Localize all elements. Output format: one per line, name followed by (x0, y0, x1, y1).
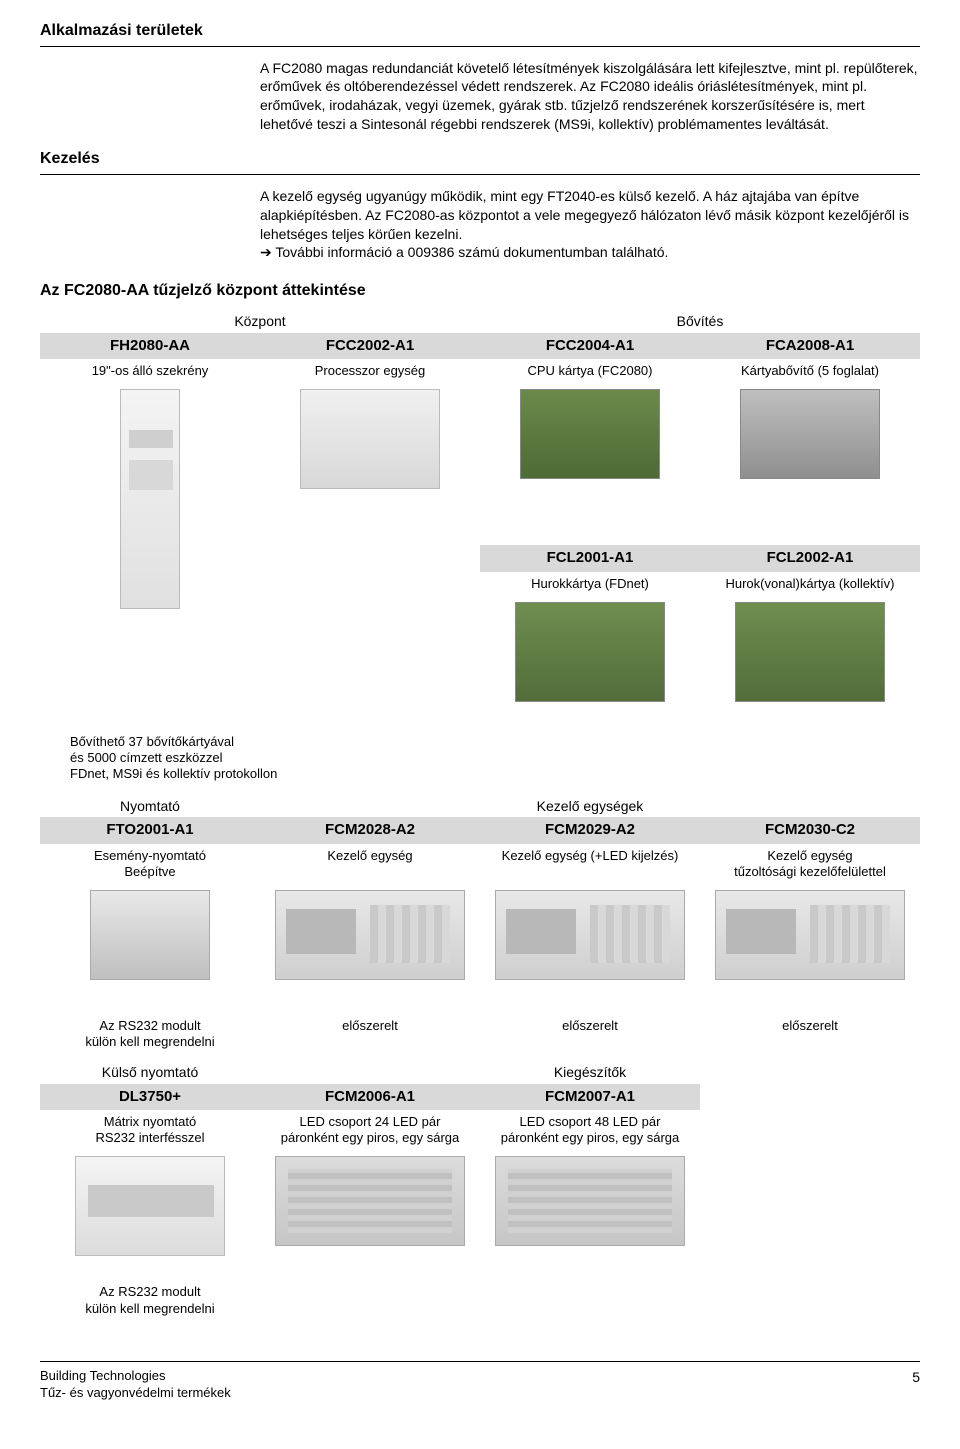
product-desc: Kezelő egység (+LED kijelzés) (480, 844, 700, 887)
blank-cell (260, 545, 480, 571)
product-note: előszerelt (260, 1016, 480, 1055)
blank-cell (480, 728, 700, 789)
product-note: előszerelt (480, 1016, 700, 1055)
card-cage-icon (740, 389, 880, 479)
divider (40, 46, 920, 47)
group-label: Központ (40, 312, 480, 333)
product-code: FCA2008-A1 (700, 333, 920, 359)
blank-cell (700, 1110, 920, 1153)
product-desc: LED csoport 24 LED pár páronként egy pir… (260, 1110, 480, 1153)
product-desc: LED csoport 48 LED pár páronként egy pir… (480, 1110, 700, 1153)
led-panel-icon (495, 1156, 685, 1246)
product-image-cell (480, 886, 700, 1016)
product-table-row3: Nyomtató Kezelő egységek FTO2001-A1 FCM2… (40, 797, 920, 1055)
overview-heading: Az FC2080-AA tűzjelző központ áttekintés… (40, 280, 920, 302)
product-table-row1: Központ Bővítés FH2080-AA FCC2002-A1 FCC… (40, 312, 920, 789)
product-image-cell (40, 886, 260, 1016)
expansion-caption: Bővíthető 37 bővítőkártyával és 5000 cím… (40, 728, 480, 789)
product-image-cell (480, 385, 700, 545)
blank-cell (700, 1282, 920, 1321)
product-desc: Hurok(vonal)kártya (kollektív) (700, 572, 920, 598)
product-desc: 19"-os álló szekrény (40, 359, 260, 385)
product-desc: Kezelő egység tűzoltósági kezelőfelülett… (700, 844, 920, 887)
product-code: FCM2029-A2 (480, 817, 700, 843)
product-code: FCL2001-A1 (480, 545, 700, 571)
product-code: FCM2006-A1 (260, 1084, 480, 1110)
pcb-icon (520, 389, 660, 479)
divider (40, 174, 920, 175)
product-desc: Hurokkártya (FDnet) (480, 572, 700, 598)
product-note: Az RS232 modult külön kell megrendelni (40, 1016, 260, 1055)
section-heading-handling: Kezelés (40, 148, 920, 170)
printer-icon (90, 890, 210, 980)
product-desc: Kezelő egység (260, 844, 480, 887)
page-number: 5 (912, 1368, 920, 1402)
matrix-printer-icon (75, 1156, 225, 1256)
group-label: Nyomtató (40, 797, 260, 818)
product-code: FH2080-AA (40, 333, 260, 359)
product-image-cell (40, 1152, 260, 1282)
product-note: Az RS232 modult külön kell megrendelni (40, 1282, 260, 1321)
product-image-cell (480, 1152, 700, 1282)
cpu-unit-icon (300, 389, 440, 489)
group-label: Külső nyomtató (40, 1063, 260, 1084)
product-code: FTO2001-A1 (40, 817, 260, 843)
cabinet-icon (120, 389, 180, 609)
product-code: FCC2004-A1 (480, 333, 700, 359)
product-desc: Esemény-nyomtató Beépítve (40, 844, 260, 887)
group-label: Kezelő egységek (260, 797, 920, 818)
control-panel-icon (715, 890, 905, 980)
control-panel-icon (275, 890, 465, 980)
product-desc: Processzor egység (260, 359, 480, 385)
group-label: Bővítés (480, 312, 920, 333)
product-code: FCC2002-A1 (260, 333, 480, 359)
blank-cell (700, 1152, 920, 1282)
product-image-cell (260, 886, 480, 1016)
product-image-cell (260, 385, 480, 545)
control-panel-icon (495, 890, 685, 980)
group-label: Kiegészítők (260, 1063, 920, 1084)
product-code: FCL2002-A1 (700, 545, 920, 571)
blank-cell (480, 1282, 700, 1321)
footer-line1: Building Technologies (40, 1368, 231, 1385)
blank-cell (260, 1282, 480, 1321)
blank-cell (700, 728, 920, 789)
blank-cell (260, 598, 480, 728)
pcb-icon (515, 602, 665, 702)
product-code: FCM2007-A1 (480, 1084, 700, 1110)
product-image-cell (700, 598, 920, 728)
paragraph-applications: A FC2080 magas redundanciát követelő lét… (260, 59, 920, 135)
product-code: FCM2030-C2 (700, 817, 920, 843)
pcb-icon (735, 602, 885, 702)
page-footer: Building Technologies Tűz- és vagyonvéde… (40, 1361, 920, 1402)
product-image-cell (40, 385, 260, 728)
product-desc: Mátrix nyomtató RS232 interfésszel (40, 1110, 260, 1153)
product-desc: CPU kártya (FC2080) (480, 359, 700, 385)
section-heading-applications: Alkalmazási területek (40, 20, 920, 42)
product-code: DL3750+ (40, 1084, 260, 1110)
product-code: FCM2028-A2 (260, 817, 480, 843)
footer-line2: Tűz- és vagyonvédelmi termékek (40, 1385, 231, 1402)
product-image-cell (480, 598, 700, 728)
product-image-cell (700, 886, 920, 1016)
paragraph-handling: A kezelő egység ugyanúgy működik, mint e… (260, 187, 920, 263)
product-table-row4: Külső nyomtató Kiegészítők DL3750+ FCM20… (40, 1063, 920, 1321)
product-image-cell (700, 385, 920, 545)
blank-cell (260, 572, 480, 598)
product-desc: Kártyabővítő (5 foglalat) (700, 359, 920, 385)
product-note: előszerelt (700, 1016, 920, 1055)
product-image-cell (260, 1152, 480, 1282)
blank-cell (700, 1084, 920, 1110)
led-panel-icon (275, 1156, 465, 1246)
